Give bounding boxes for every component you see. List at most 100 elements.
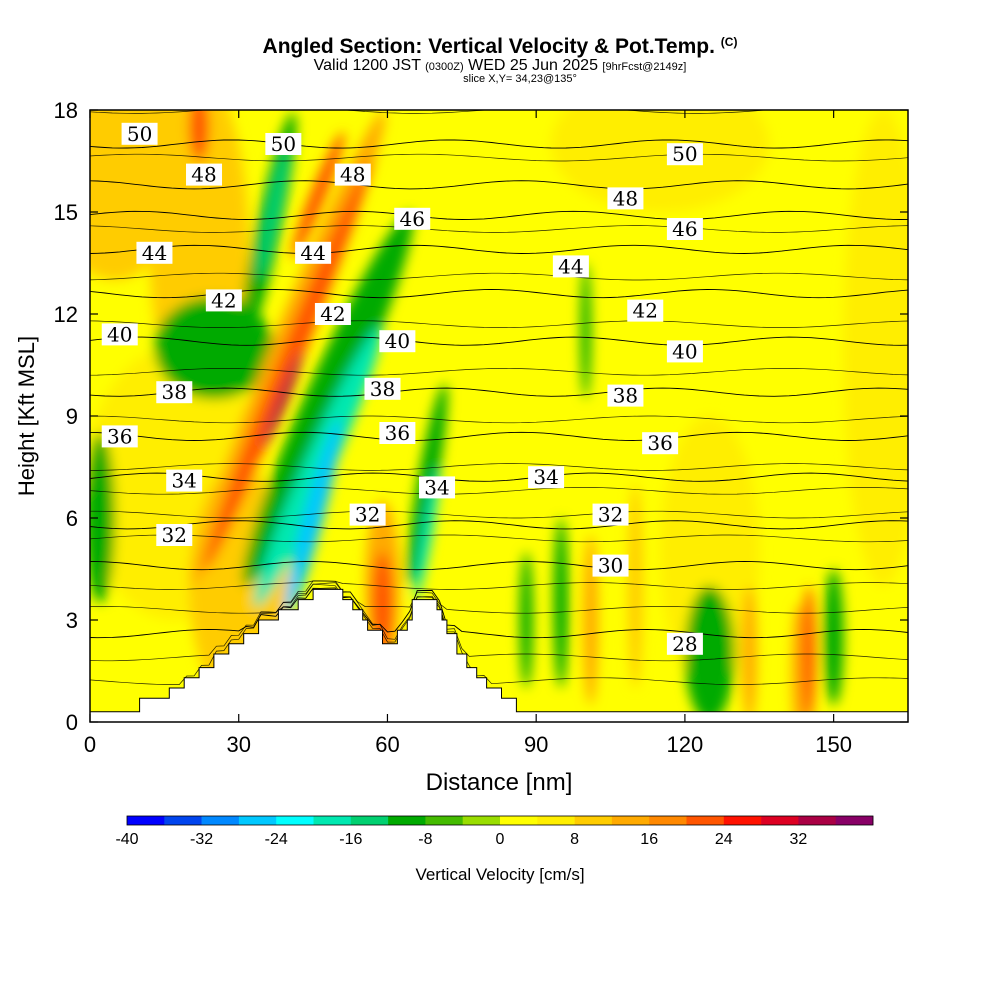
colorbar-tick-label: 16 (640, 831, 658, 848)
theta-contour-line (90, 431, 908, 441)
theta-label-text: 34 (171, 469, 196, 493)
theta-label-text: 48 (191, 163, 216, 187)
colorbar-tick-label: -8 (418, 831, 432, 848)
theta-label: 50 (666, 142, 703, 166)
y-tick-label: 9 (66, 404, 78, 429)
velocity-feature-16 (242, 212, 414, 586)
theta-label-text: 42 (211, 288, 236, 312)
colorbar-swatch (500, 816, 538, 825)
colorbar-swatch (723, 816, 762, 825)
colorbar-swatch (649, 816, 687, 825)
theta-contours (90, 110, 908, 685)
theta-contour-line (90, 582, 908, 614)
colorbar-swatch (835, 816, 874, 825)
terrain (89, 588, 909, 723)
theta-label: 28 (666, 632, 703, 656)
theta-label: 32 (156, 523, 193, 547)
theta-label: 38 (607, 384, 644, 408)
theta-contour-line (90, 587, 908, 639)
theta-label-bg (121, 122, 158, 145)
theta-label: 40 (379, 329, 416, 353)
theta-label: 34 (419, 475, 456, 499)
y-axis-label: Height [Kft MSL] (14, 336, 39, 496)
theta-label-text: 44 (558, 254, 583, 278)
theta-label-text: 30 (598, 554, 623, 578)
colorbar-tick-label: 0 (496, 831, 505, 848)
theta-label-text: 36 (385, 421, 410, 445)
theta-label-text: 46 (400, 207, 425, 231)
x-tick-label: 90 (524, 732, 548, 757)
theta-contour-line (90, 487, 908, 495)
velocity-feature-26 (583, 535, 599, 705)
theta-label: 42 (205, 288, 242, 312)
x-tick-label: 0 (84, 732, 96, 757)
velocity-feature-10 (257, 145, 290, 279)
theta-contour-line (90, 561, 908, 571)
colorbar-swatch (537, 816, 575, 825)
theta-contour-line (90, 244, 908, 254)
theta-label-bg (136, 241, 173, 264)
copyright-mark: (C) (720, 35, 738, 49)
theta-label-text: 32 (162, 523, 187, 547)
theta-label-text: 36 (647, 431, 672, 455)
velocity-feature-28 (684, 586, 735, 722)
theta-label-bg (349, 503, 386, 526)
theta-label: 32 (592, 503, 629, 527)
theta-label-bg (379, 422, 416, 444)
theta-label: 48 (607, 186, 644, 210)
theta-label-bg (205, 289, 242, 312)
theta-label-text: 42 (320, 302, 345, 326)
theta-contour-line (90, 225, 908, 233)
colorbar-swatch (686, 816, 725, 825)
theta-label: 40 (101, 322, 138, 346)
velocity-feature-5 (843, 110, 908, 586)
theta-contour-line (90, 472, 908, 482)
colorbar-tick-label: 24 (715, 831, 733, 848)
valid-date: WED 25 Jun 2025 (468, 57, 598, 74)
theta-label: 50 (265, 132, 302, 156)
theta-label-bg (295, 241, 332, 264)
theta-label: 44 (295, 241, 332, 265)
theta-label: 32 (349, 503, 386, 527)
theta-contour-line (90, 139, 908, 149)
theta-label: 48 (186, 163, 223, 187)
velocity-feature-29 (741, 586, 757, 722)
theta-label-bg (607, 384, 644, 407)
colorbar-label: Vertical Velocity [cm/s] (415, 865, 584, 884)
chart-title: Angled Section: Vertical Velocity & Pot.… (0, 36, 1000, 57)
theta-label-bg (666, 218, 703, 240)
theta-label-bg (156, 381, 193, 404)
theta-label-bg (334, 163, 371, 186)
velocity-feature-15 (291, 131, 345, 259)
valid-time-line: Valid 1200 JST (0300Z) WED 25 Jun 2025 [… (0, 58, 1000, 74)
colorbar-tick-label: -16 (339, 831, 362, 848)
theta-label-text: 32 (355, 503, 380, 527)
theta-label-bg (314, 303, 351, 325)
theta-label-text: 38 (613, 384, 638, 408)
theta-label: 36 (101, 424, 138, 448)
chart-title-text: Angled Section: Vertical Velocity & Pot.… (262, 35, 715, 58)
velocity-feature-24 (553, 518, 569, 688)
theta-contour-line (90, 210, 908, 220)
theta-label-text: 38 (370, 377, 395, 401)
theta-label-bg (265, 133, 302, 155)
forecast-label: [9hrFcst@2149z] (602, 61, 687, 73)
theta-label-text: 34 (533, 465, 558, 489)
theta-label-bg (364, 377, 401, 400)
colorbar-tick-label: -40 (115, 831, 138, 848)
theta-contour-line (90, 520, 908, 530)
velocity-feature-4 (551, 110, 770, 212)
velocity-feature-30 (791, 603, 807, 722)
velocity-feature-27 (627, 484, 643, 688)
theta-label-bg (166, 469, 203, 492)
velocity-feature-6 (660, 416, 760, 688)
colorbar-swatch (350, 816, 389, 825)
title-block: Angled Section: Vertical Velocity & Pot.… (0, 36, 1000, 85)
colorbar-tick-label: 32 (790, 831, 808, 848)
theta-label-bg (642, 432, 679, 455)
theta-label-bg (528, 466, 565, 489)
theta-label-text: 46 (672, 217, 697, 241)
theta-label-text: 50 (127, 122, 152, 146)
colorbar-swatch (201, 816, 240, 825)
colorbar-swatch (127, 816, 165, 825)
